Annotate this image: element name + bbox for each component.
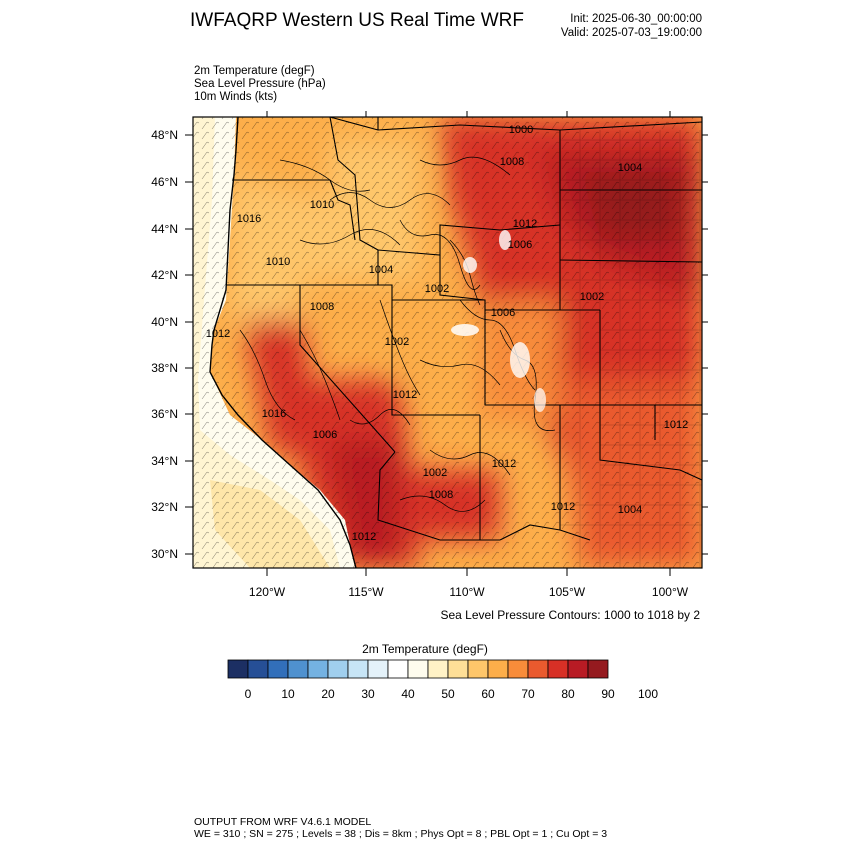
- colorbar-tick-label: 100: [638, 687, 658, 701]
- colorbar-swatch: [267, 659, 289, 679]
- pressure-label: 1016: [262, 408, 286, 420]
- field-label-temperature: 2m Temperature (degF): [194, 65, 315, 77]
- pressure-label: 1012: [393, 389, 417, 401]
- pressure-label: 1012: [513, 218, 537, 230]
- colorbar-swatch: [347, 659, 369, 679]
- pressure-label: 1002: [580, 291, 604, 303]
- footer-model: OUTPUT FROM WRF V4.6.1 MODEL: [194, 816, 372, 828]
- lon-label: 110°W: [449, 585, 485, 599]
- colorbar-swatch: [527, 659, 549, 679]
- lon-label: 120°W: [249, 585, 286, 599]
- lat-label: 32°N: [151, 500, 178, 514]
- lon-label: 115°W: [348, 585, 384, 599]
- lat-label: 36°N: [151, 407, 178, 421]
- pressure-label: 1012: [492, 458, 516, 470]
- pressure-label: 1006: [313, 429, 337, 441]
- pressure-label: 1002: [423, 467, 447, 479]
- pressure-label: 1012: [551, 501, 575, 513]
- isobar-contours: [239, 156, 556, 512]
- pressure-label: 1016: [237, 213, 261, 225]
- lat-label: 48°N: [151, 128, 178, 142]
- county-lines: [560, 130, 702, 568]
- axis-ticks: [185, 111, 708, 576]
- colorbar-tick-label: 60: [481, 687, 495, 701]
- state-borders: [226, 117, 702, 541]
- colorbar-tick-label: 40: [401, 687, 415, 701]
- pressure-label: 1008: [500, 156, 524, 168]
- colorbar-swatch: [547, 659, 569, 679]
- colorbar-swatch: [487, 659, 509, 679]
- coastline: [209, 117, 357, 568]
- colorbar-swatch: [567, 659, 589, 679]
- pressure-label: 1008: [429, 489, 453, 501]
- map-title: IWFAQRP Western US Real Time WRF: [190, 10, 524, 31]
- colorbar-swatch: [367, 659, 389, 679]
- colorbar-swatch: [507, 659, 529, 679]
- pressure-label: 1012: [352, 531, 376, 543]
- colorbar-tick-label: 10: [281, 687, 295, 701]
- pressure-label: 1010: [266, 256, 290, 268]
- pressure-label: 1008: [310, 301, 334, 313]
- pressure-label: 1012: [206, 328, 230, 340]
- colorbar-swatch: [447, 659, 469, 679]
- contour-note: Sea Level Pressure Contours: 1000 to 101…: [440, 608, 701, 622]
- pressure-label: 1012: [664, 419, 688, 431]
- colorbar-swatch: [327, 659, 349, 679]
- colorbar-tick-label: 90: [601, 687, 615, 701]
- lat-label: 46°N: [151, 175, 178, 189]
- colorbar-tick-label: 0: [245, 687, 252, 701]
- colorbar-swatch: [227, 659, 249, 679]
- colorbar-swatch: [467, 659, 489, 679]
- valid-time: Valid: 2025-07-03_19:00:00: [560, 27, 702, 39]
- pressure-label: 1004: [369, 264, 393, 276]
- colorbar-swatch: [387, 659, 409, 679]
- pressure-label: 1006: [491, 307, 515, 319]
- colorbar-swatch: [427, 659, 449, 679]
- high-terrain: [451, 230, 546, 412]
- pressure-label: 1004: [618, 504, 642, 516]
- lat-label: 38°N: [151, 361, 178, 375]
- longitude-labels: 120°W 115°W 110°W 105°W 100°W: [249, 585, 689, 599]
- lon-label: 100°W: [652, 585, 689, 599]
- lon-label: 105°W: [549, 585, 586, 599]
- colorbar-swatch: [407, 659, 429, 679]
- map-frame: [192, 116, 703, 569]
- wind-barbs: [193, 117, 702, 568]
- lat-label: 30°N: [151, 547, 178, 561]
- colorbar-tick-label: 50: [441, 687, 455, 701]
- lat-label: 42°N: [151, 268, 178, 282]
- colorbar-swatch: [287, 659, 309, 679]
- colorbar-tick-label: 80: [561, 687, 575, 701]
- footer-options: WE = 310 ; SN = 275 ; Levels = 38 ; Dis …: [194, 828, 608, 840]
- colorbar-swatch: [307, 659, 329, 679]
- field-label-winds: 10m Winds (kts): [194, 91, 278, 103]
- pressure-label: 1004: [618, 162, 642, 174]
- lat-label: 40°N: [151, 315, 178, 329]
- colorbar-swatch: [587, 659, 609, 679]
- colorbar-tick-label: 70: [521, 687, 535, 701]
- pressure-label: 1010: [310, 199, 334, 211]
- pressure-label: 1002: [425, 283, 449, 295]
- colorbar-swatch: [247, 659, 269, 679]
- pressure-label: 1006: [508, 239, 532, 251]
- field-label-pressure: Sea Level Pressure (hPa): [194, 78, 326, 90]
- lat-label: 34°N: [151, 454, 178, 468]
- colorbar: [227, 659, 609, 679]
- colorbar-title: 2m Temperature (degF): [362, 642, 488, 656]
- pressure-labels: 1000 1008 1004 1010 1016 1012 1006 1010 …: [206, 124, 688, 543]
- colorbar-tick-label: 30: [361, 687, 375, 701]
- colorbar-tick-label: 20: [321, 687, 335, 701]
- pressure-label: 1000: [509, 124, 533, 136]
- latitude-labels: 48°N 46°N 44°N 42°N 40°N 38°N 36°N 34°N …: [151, 128, 178, 561]
- map-plot-area: [193, 117, 702, 568]
- colorbar-tick-labels: 0 10 20 30 40 50 60 70 80 90 100: [245, 687, 659, 701]
- lat-label: 44°N: [151, 222, 178, 236]
- init-time: Init: 2025-06-30_00:00:00: [570, 13, 702, 25]
- pressure-label: 1002: [385, 336, 409, 348]
